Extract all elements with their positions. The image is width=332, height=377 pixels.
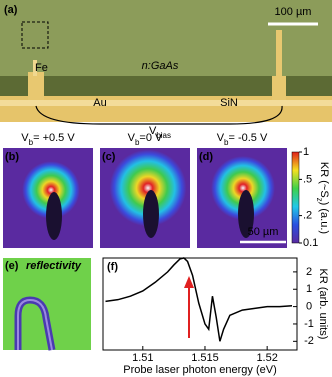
y-axis-label: KR (arb. units) <box>317 269 329 340</box>
voltage-label-part: = +0.5 V <box>33 132 75 144</box>
map-spot <box>211 156 275 220</box>
y-tick-label: -2 <box>304 335 314 347</box>
scale-bar-label: 50 µm <box>248 226 279 238</box>
voltage-label: Vb= +0.5 V <box>21 132 75 147</box>
voltage-label-part: b <box>29 138 34 147</box>
voltage-label-part: V <box>128 132 136 144</box>
data-line <box>105 257 293 342</box>
micrograph <box>0 0 332 125</box>
voltage-label-part: b <box>135 138 140 147</box>
voltage-label-part: =0 V <box>139 132 163 144</box>
fiber-shadow <box>143 190 159 238</box>
panel-label: (e) <box>5 260 19 272</box>
reflectivity-image <box>3 258 91 351</box>
colorbar-tick-label: 1 <box>303 146 309 158</box>
bias-label: Vbias <box>149 125 171 140</box>
voltage-label: Vb= -0.5 V <box>217 132 268 147</box>
colorbar-tick-label: 0.1 <box>303 237 318 249</box>
map-spot <box>109 149 187 227</box>
panel-label: (f) <box>107 261 118 273</box>
colorbar-tick-label: .5 <box>303 173 312 185</box>
panel-label: (b) <box>5 151 19 163</box>
reflectivity-label: reflectivity <box>26 260 82 272</box>
panel-label: (c) <box>102 151 116 163</box>
colorbar-title: KR (~Sz) (a.u.) <box>315 162 330 234</box>
colorbar-title-part: KR (~S <box>318 162 330 198</box>
x-tick-label: 1.51 <box>132 352 153 364</box>
fiber-shadow <box>46 192 62 240</box>
voltage-label: Vb=0 V <box>128 132 163 147</box>
x-axis-label: Probe laser photon energy (eV) <box>123 364 276 376</box>
label-sin: SiN <box>220 97 238 109</box>
voltage-label-part: = -0.5 V <box>228 132 267 144</box>
y-tick-label: 1 <box>306 283 312 295</box>
arrow-head <box>184 276 194 288</box>
map-spot <box>22 161 80 219</box>
label-au: Au <box>93 97 106 109</box>
voltage-label-part: V <box>217 132 225 144</box>
y-tick-label: 2 <box>306 266 312 278</box>
colorbar-title-part: ) (a.u.) <box>318 202 330 234</box>
label-fe: Fe <box>35 62 48 74</box>
y-tick-label: 0 <box>306 301 312 313</box>
voltage-label-part: V <box>21 132 29 144</box>
panel-label: (d) <box>199 151 213 163</box>
maps <box>3 148 287 248</box>
panel-label: (a) <box>4 4 18 16</box>
plot-frame <box>102 257 298 351</box>
fiber-shadow <box>238 190 254 238</box>
colorbar <box>291 151 300 244</box>
x-tick-label: 1.515 <box>191 352 219 364</box>
bias-label-part: bias <box>156 131 171 140</box>
bias-label-part: V <box>149 125 157 137</box>
colorbar-tick-label: .2 <box>303 210 312 222</box>
y-tick-label: -1 <box>304 318 314 330</box>
x-tick-label: 1.52 <box>256 352 277 364</box>
voltage-label-part: b <box>224 138 229 147</box>
scale-bar-label: 100 µm <box>275 6 312 18</box>
colorbar-title-part: z <box>315 198 324 202</box>
label-gaas: n:GaAs <box>142 60 179 72</box>
